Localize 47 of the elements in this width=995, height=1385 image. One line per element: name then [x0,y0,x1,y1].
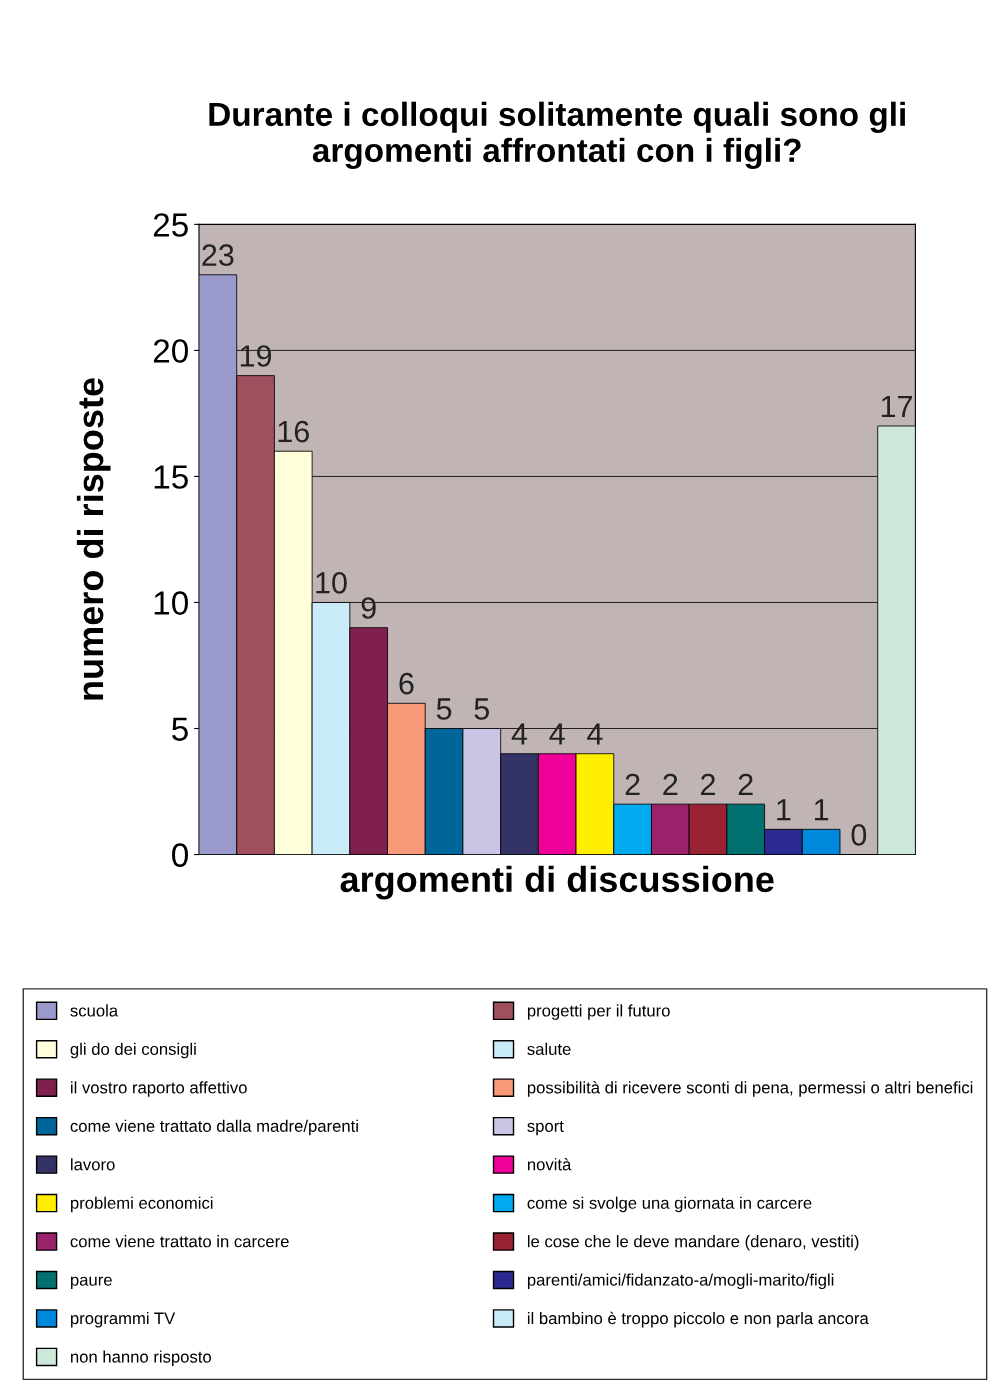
legend-label: gli do dei consigli [70,1042,196,1059]
y-tick-label: 0 [172,843,188,867]
legend-label: parenti/amici/fidanzato-a/mogli-marito/figli [527,1273,834,1290]
legend-label: scuola [70,1004,119,1017]
data-label: 2 [625,773,640,796]
data-label: 23 [202,244,234,266]
legend-label: il bambino è troppo piccolo e non parla ancora [527,1311,869,1328]
legend-label: sport [527,1121,564,1136]
data-label: 0 [851,824,867,846]
data-label: 4 [511,723,528,745]
y-tick-label: 15 [154,465,188,489]
data-label: 5 [474,698,490,720]
data-label: 2 [738,773,753,796]
y-tick-label: 10 [154,591,188,615]
data-label: 10 [316,572,347,594]
legend-label: come viene trattato in carcere [70,1235,289,1248]
data-label: 1 [814,799,829,821]
data-label: 2 [701,773,715,796]
y-tick-label: 20 [153,339,188,363]
data-label: 4 [587,723,603,745]
legend-label: novità [527,1157,572,1171]
data-label: 16 [278,420,309,443]
y-tick-label: 5 [172,717,188,741]
legend-label: paure [71,1276,112,1290]
legend-label: le cose che le deve mandare (denaro, vestiti) [527,1235,859,1251]
legend-label: salute [527,1042,571,1056]
legend-label: non hanno risposto [71,1350,211,1366]
legend-label: come si svolge una giornata in carcere [527,1196,812,1213]
y-tick-label: 25 [153,213,188,237]
legend-label: programmi TV [71,1312,176,1328]
data-label: 6 [399,672,414,695]
legend-label: progetti per il futuro [527,1004,670,1020]
chart-title: Durante i colloqui solitamente quali sono gli argomenti affrontati con i figli? [209,101,905,169]
data-label: 4 [549,723,565,745]
y-axis-title: numero di risposte [76,378,111,700]
data-label: 5 [436,698,452,720]
data-label: 9 [361,597,376,619]
legend-label: problemi economici [71,1196,213,1213]
data-label: 1 [777,799,791,821]
data-label: 17 [881,395,913,417]
legend-label: lavoro [71,1158,115,1171]
x-axis-title: argomenti di discussione [340,865,774,900]
legend-label: il vostro raporto affettivo [71,1081,247,1097]
legend-label: possibilità di ricevere sconti di pena, permessi o altri benefici [527,1081,973,1097]
data-label: 19 [240,345,272,367]
legend-label: come viene trattato dalla madre/parenti [70,1119,358,1136]
data-label: 2 [663,773,678,796]
